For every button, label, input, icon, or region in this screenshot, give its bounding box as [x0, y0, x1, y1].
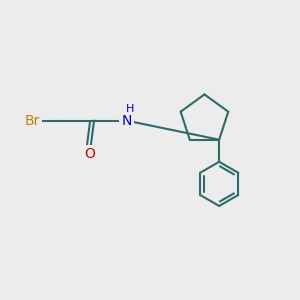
Text: Br: Br [25, 114, 40, 128]
Text: H: H [126, 104, 134, 114]
Text: O: O [84, 147, 95, 161]
Text: N: N [121, 114, 132, 128]
